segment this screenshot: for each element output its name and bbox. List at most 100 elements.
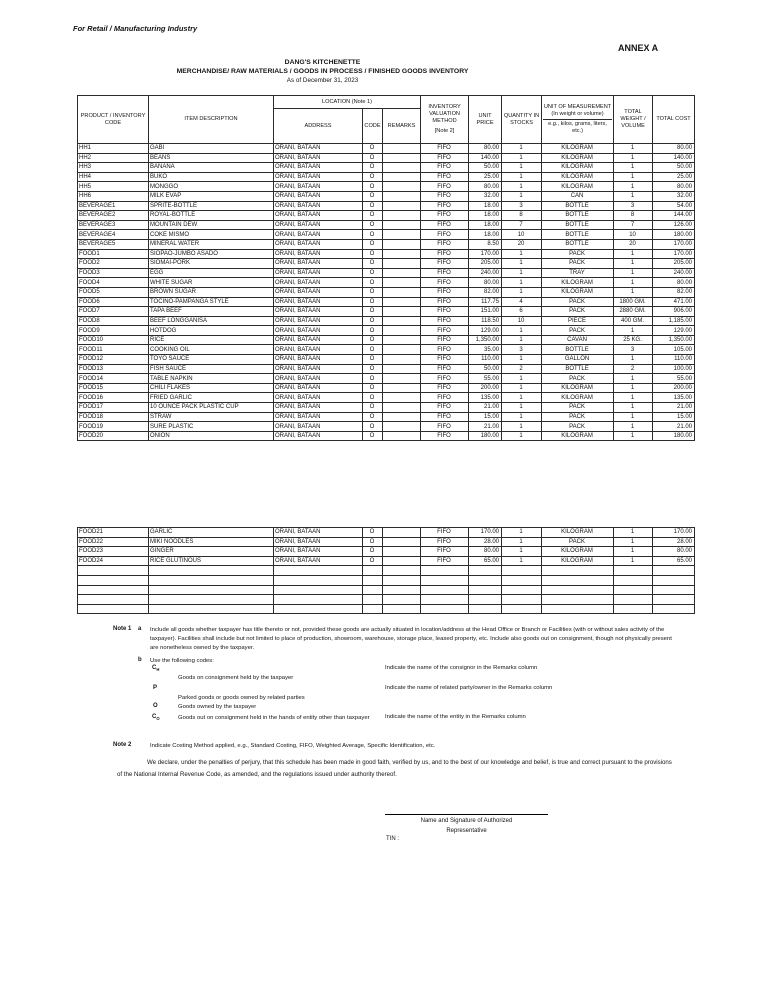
table-cell	[382, 555, 421, 567]
table-cell: 65.00	[652, 555, 695, 567]
table-cell: TOCINO-PAMPANGA STYLE	[148, 296, 274, 308]
table-cell: 1	[501, 267, 543, 279]
table-cell: 240.00	[468, 267, 503, 279]
table-cell: FOOD10	[77, 334, 149, 346]
table-row: FOOD23 GINGER ORANI, BATAAN O FIFO 80.00 1 KILO…	[77, 546, 695, 557]
note1b-label: b	[138, 657, 142, 663]
table-cell: PACK	[541, 411, 615, 423]
table-cell: 126.00	[652, 219, 696, 231]
table-row: FOOD15 CHILI FLAKES ORANI, BATAAN O FIFO 200.…	[77, 382, 696, 394]
table-cell: 15.00	[652, 411, 696, 423]
table-cell: FOOD12	[77, 354, 149, 365]
table-cell: 1	[613, 171, 654, 183]
table-cell: O	[362, 430, 383, 442]
table-cell: PIECE	[541, 315, 615, 327]
table-cell	[362, 594, 383, 605]
table-cell: ORANI, BATAAN	[273, 430, 363, 442]
table-cell	[381, 152, 422, 164]
table-cell	[381, 344, 422, 356]
table-cell: 3	[613, 200, 654, 212]
table-cell: 1	[501, 555, 542, 567]
table-cell: FIFO	[420, 344, 470, 356]
code-desc-owned: Goods owned by the taxpayer	[178, 704, 257, 710]
table-cell: 80.00	[652, 277, 696, 288]
table-cell	[273, 603, 363, 615]
table-cell: PACK	[541, 402, 615, 413]
table-cell: COKE MISMO	[148, 229, 274, 240]
table-cell: FOOD1	[77, 248, 149, 260]
table-cell: O	[362, 162, 383, 173]
table-row: FOOD4 WHITE SUGAR ORANI, BATAAN O FIFO 80.00 1…	[77, 277, 696, 288]
table-cell: 1	[501, 354, 543, 365]
table-cell: RICE	[148, 334, 274, 346]
table-cell: BEVERAGE4	[77, 229, 149, 240]
table-cell: FIFO	[420, 258, 470, 269]
table-cell	[613, 594, 653, 605]
table-cell: GARLIC	[148, 527, 274, 538]
table-cell: BEANS	[148, 152, 274, 164]
table-cell: 140.00	[652, 152, 696, 164]
table-cell	[148, 574, 274, 586]
table-cell	[77, 584, 149, 596]
table-cell: O	[362, 200, 383, 212]
header-valuation-method-text: INVENTORY VALUATION METHOD	[428, 104, 461, 124]
table-cell: 80.00	[652, 143, 696, 154]
table-cell: ORANI, BATAAN	[273, 238, 363, 250]
table-cell	[77, 594, 149, 605]
table-cell: O	[362, 555, 383, 567]
table-cell	[541, 584, 614, 596]
table-cell: 1	[501, 546, 542, 557]
table-cell: COOKING OIL	[148, 344, 274, 356]
table-cell: FOOD7	[77, 306, 149, 317]
table-cell: 28.00	[652, 536, 695, 548]
table-cell: FOOD24	[77, 555, 149, 567]
table-cell: BOTTLE	[541, 229, 615, 240]
table-cell: 25.00	[652, 171, 696, 183]
code-symbol-owned: O	[153, 703, 158, 709]
table-cell: 10	[501, 315, 543, 327]
table-cell: 25 KG.	[613, 334, 654, 346]
table-cell: FOOD16	[77, 392, 149, 404]
table-cell: BEVERAGE5	[77, 238, 149, 250]
table-cell: 105.00	[652, 344, 696, 356]
table-cell: FIFO	[420, 277, 470, 288]
table-cell: 1	[613, 527, 653, 538]
table-cell: 1	[613, 258, 654, 269]
table-cell: 170.00	[652, 248, 696, 260]
inventory-table-continuation-body: FOOD21 GARLIC ORANI, BATAAN O FIFO 170.00 1 KIL…	[77, 527, 695, 615]
table-cell	[652, 594, 695, 605]
note2-label: Note 2	[113, 742, 132, 748]
table-cell: 1	[501, 334, 543, 346]
table-cell	[148, 594, 274, 605]
table-row: BEVERAGE2 ROYAL-BOTTLE ORANI, BATAAN O FIFO 1…	[77, 210, 696, 221]
table-cell: FOOD18	[77, 411, 149, 423]
table-cell	[381, 382, 422, 394]
table-cell: 1	[501, 430, 543, 442]
table-cell: BEVERAGE3	[77, 219, 149, 231]
table-cell: 135.00	[468, 392, 503, 404]
table-cell	[77, 603, 149, 615]
table-cell	[382, 603, 421, 615]
table-cell: 1	[501, 411, 543, 423]
table-cell: FIFO	[420, 315, 470, 327]
table-cell: EGG	[148, 267, 274, 279]
table-cell: FOOD13	[77, 363, 149, 375]
table-cell: KILOGRAM	[541, 277, 615, 288]
table-cell: O	[362, 267, 383, 279]
table-cell: 1800 GM.	[613, 296, 654, 308]
table-cell	[468, 574, 502, 586]
table-cell	[501, 584, 542, 596]
table-cell	[420, 584, 469, 596]
table-cell: GINGER	[148, 546, 274, 557]
table-cell: PACK	[541, 258, 615, 269]
table-cell: MONGGO	[148, 181, 274, 192]
table-cell: O	[362, 296, 383, 308]
table-cell: FIFO	[420, 382, 470, 394]
table-cell: O	[362, 210, 383, 221]
document-title-block: DANG'S KITCHENETTE MERCHANDISE/ RAW MATE…	[0, 58, 645, 85]
table-cell: FIFO	[420, 536, 469, 548]
table-cell: 15.00	[468, 411, 503, 423]
table-cell: 170.00	[468, 248, 503, 260]
table-cell: ORANI, BATAAN	[273, 229, 363, 240]
table-cell	[148, 603, 274, 615]
